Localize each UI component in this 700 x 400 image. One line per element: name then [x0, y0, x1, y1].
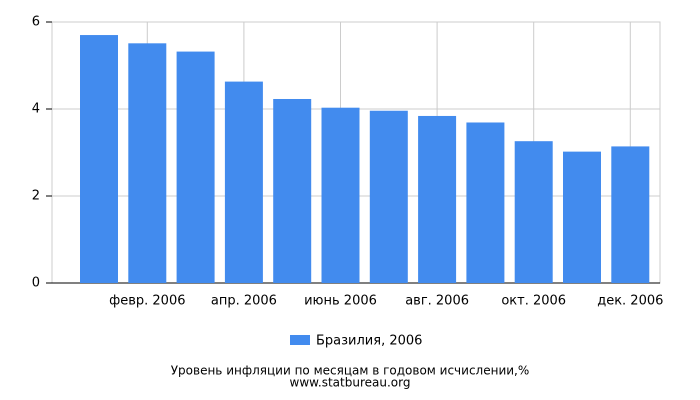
bar — [514, 141, 553, 283]
legend-label: Бразилия, 2006 — [316, 334, 422, 349]
x-tick-label: окт. 2006 — [501, 294, 566, 309]
chart-subtitle: www.statbureau.org — [290, 376, 411, 390]
bar — [321, 107, 360, 283]
x-tick-label: июнь 2006 — [304, 294, 377, 309]
bar — [369, 110, 408, 284]
y-tick-label: 4 — [32, 102, 40, 117]
bar — [224, 81, 263, 283]
bar — [611, 146, 650, 283]
x-tick-label: дек. 2006 — [597, 294, 663, 309]
bar — [176, 51, 215, 283]
y-tick-label: 0 — [32, 276, 40, 291]
bar — [418, 115, 457, 284]
x-tick-label: авг. 2006 — [405, 294, 469, 309]
bar — [128, 43, 167, 283]
bar — [466, 122, 505, 283]
legend-swatch — [290, 335, 310, 345]
x-tick-label: апр. 2006 — [211, 294, 277, 309]
bar — [563, 151, 601, 283]
y-tick-label: 6 — [32, 15, 40, 30]
bar — [80, 35, 118, 283]
chart-title: Уровень инфляции по месяцам в годовом ис… — [171, 364, 530, 378]
y-tick-label: 2 — [32, 189, 40, 204]
bar — [273, 98, 312, 284]
x-tick-label: февр. 2006 — [109, 294, 185, 309]
